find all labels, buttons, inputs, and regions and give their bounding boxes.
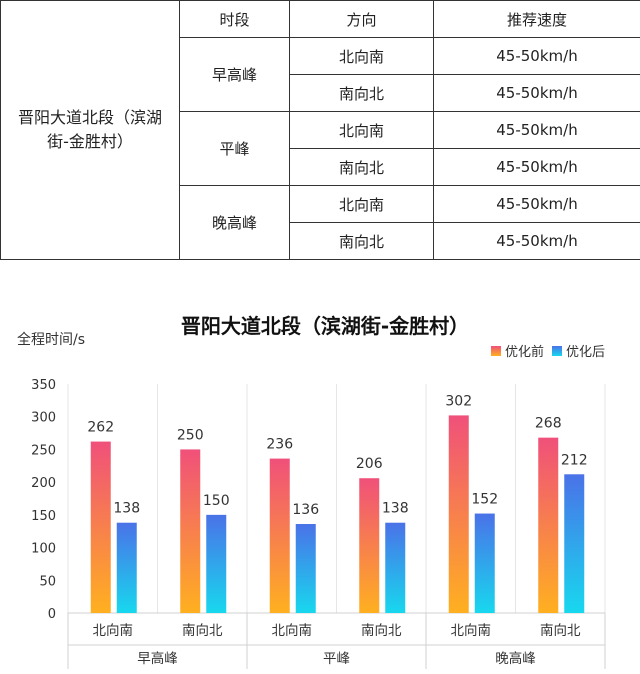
speed-cell: 45-50km/h <box>433 222 640 260</box>
data-label: 136 <box>292 502 319 518</box>
data-label: 150 <box>203 493 230 509</box>
x-group-label: 晚高峰 <box>495 650 536 667</box>
data-label: 138 <box>382 501 409 517</box>
x-group-label: 平峰 <box>323 651 350 667</box>
data-label: 206 <box>356 456 383 472</box>
label-layer: 262 250 236 206 302 268 138 150 136 138 152 212 <box>87 393 587 518</box>
direction-cell: 北向南 <box>289 37 434 75</box>
bar-after <box>116 522 137 613</box>
x-category-label: 北向南 <box>93 623 134 639</box>
bar-before <box>180 449 201 613</box>
y-tick-label: 150 <box>31 509 56 524</box>
table-row: 南向北 45-50km/h <box>1 222 640 260</box>
data-label: 212 <box>561 452 588 468</box>
bar-chart: 晋阳大道北段（滨湖街-金胜村） 全程时间/s 优化前 优化后 0 50 100 150… <box>17 314 606 669</box>
x-category-label: 南向北 <box>540 623 581 639</box>
y-tick-label: 50 <box>39 574 56 589</box>
speed-cell: 45-50km/h <box>433 185 640 223</box>
data-label: 138 <box>113 501 140 517</box>
speed-table: 晋阳大道北段（滨湖 街-金胜村） 时段 方向 推荐速度 早高峰 北向南 45-5… <box>0 0 640 260</box>
direction-cell: 南向北 <box>289 222 434 260</box>
period-cell: 平峰 <box>179 111 290 186</box>
table-row: 晚高峰 北向南 45-50km/h <box>1 185 640 260</box>
legend-label-after: 优化后 <box>566 345 605 360</box>
chart-title: 晋阳大道北段（滨湖街-金胜村） <box>181 314 469 338</box>
period-cell: 晚高峰 <box>179 185 290 260</box>
x-group-label: 早高峰 <box>137 650 178 667</box>
y-tick-label: 300 <box>31 411 56 426</box>
road-name-line-1: 晋阳大道北段（滨湖 <box>17 108 162 127</box>
data-label: 268 <box>535 416 562 432</box>
x-category-label: 北向南 <box>451 623 492 639</box>
table-row: 南向北 45-50km/h <box>1 74 640 112</box>
y-axis-label: 全程时间/s <box>17 331 85 348</box>
bar-layer <box>90 415 585 613</box>
data-label: 236 <box>266 437 293 453</box>
x-category-label: 南向北 <box>182 623 223 639</box>
header-direction: 方向 <box>289 0 434 38</box>
y-tick-label: 0 <box>48 607 56 622</box>
direction-cell: 北向南 <box>289 185 434 223</box>
y-tick-label: 350 <box>31 378 56 393</box>
table-header-row: 晋阳大道北段（滨湖 街-金胜村） 时段 方向 推荐速度 <box>0 0 640 260</box>
chart-panel: 晋阳大道北段（滨湖街-金胜村） 全程时间/s 优化前 优化后 0 50 100 150… <box>3 292 637 674</box>
table-row: 平峰 北向南 45-50km/h <box>1 111 640 186</box>
bar-after <box>474 513 495 613</box>
road-name-line-2: 街-金胜村） <box>47 132 133 151</box>
legend: 优化前 优化后 <box>491 344 605 360</box>
speed-cell: 45-50km/h <box>433 37 640 75</box>
legend-swatch-after <box>552 346 562 356</box>
y-tick-label: 200 <box>31 476 56 491</box>
direction-cell: 北向南 <box>289 111 434 149</box>
table-row: 南向北 45-50km/h <box>1 148 640 186</box>
data-label: 152 <box>471 492 498 508</box>
bar-after <box>295 524 316 613</box>
x-category-label: 北向南 <box>272 623 313 639</box>
bar-before <box>538 437 559 613</box>
header-period: 时段 <box>179 0 290 38</box>
y-tick-label: 250 <box>31 443 56 458</box>
direction-cell: 南向北 <box>289 74 434 112</box>
data-label: 262 <box>87 420 114 436</box>
bar-before <box>448 415 469 613</box>
direction-cell: 南向北 <box>289 148 434 186</box>
legend-swatch-before <box>491 346 501 356</box>
speed-cell: 45-50km/h <box>433 111 640 149</box>
road-name-cell: 晋阳大道北段（滨湖 街-金胜村） <box>0 0 180 260</box>
bar-after <box>385 522 406 613</box>
data-label: 302 <box>445 393 472 409</box>
speed-cell: 45-50km/h <box>433 74 640 112</box>
bar-before <box>359 478 380 613</box>
bar-after <box>206 514 227 613</box>
bar-before <box>269 458 290 613</box>
header-speed: 推荐速度 <box>433 0 640 38</box>
bar-after <box>564 474 585 613</box>
legend-label-before: 优化前 <box>505 344 544 360</box>
bar-before <box>90 441 111 613</box>
y-tick-label: 100 <box>31 542 56 557</box>
speed-cell: 45-50km/h <box>433 148 640 186</box>
data-label: 250 <box>177 427 204 443</box>
x-category-label: 南向北 <box>361 623 402 639</box>
period-cell: 早高峰 <box>179 37 290 112</box>
